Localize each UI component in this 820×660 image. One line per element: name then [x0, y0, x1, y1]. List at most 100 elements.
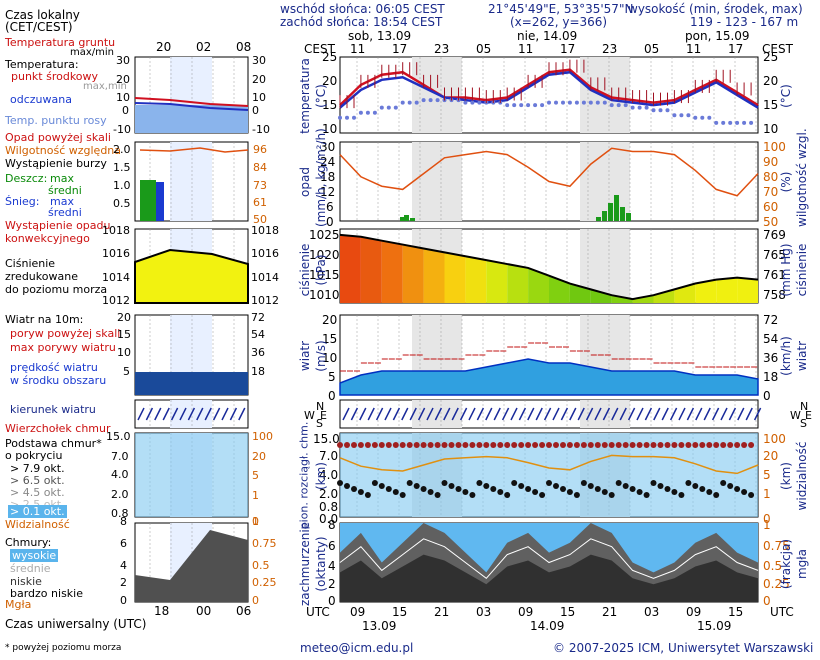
left-temp-mid	[134, 97, 249, 107]
dewpoint-point	[658, 108, 663, 113]
dewpoint-point	[345, 115, 349, 120]
main-hour-top: 11	[350, 42, 366, 56]
legend-temp-mid: punkt środkowy	[11, 70, 99, 83]
lt-cl-r5: 0	[252, 594, 259, 607]
cloud-base-point	[713, 492, 720, 498]
main-day-top-2: nie, 14.09	[517, 29, 578, 43]
lt-temp-2: 20	[116, 73, 130, 86]
cloud-top-point	[657, 442, 664, 448]
wind-arrow	[485, 407, 493, 421]
main-hour-top: 17	[728, 42, 744, 56]
legend-okt65: > 6.5 okt.	[10, 474, 65, 487]
wind-arrow	[753, 407, 762, 421]
cloud-base-point	[692, 483, 699, 489]
left-local-hour-3: 08	[236, 40, 252, 54]
lt-vis-3: 5	[252, 469, 259, 482]
wind-arrow	[342, 407, 350, 421]
main-hour-bottom: 09	[518, 605, 534, 619]
cloud-base-point	[601, 489, 608, 495]
pressure-area	[716, 277, 738, 303]
precip-bar	[596, 217, 601, 221]
wind-arrow	[459, 407, 468, 421]
precip-bar	[608, 203, 613, 221]
lt-hum-1: 96	[253, 143, 267, 156]
lt-cl-r2: 0.75	[252, 537, 277, 550]
pressure-area	[653, 289, 675, 303]
mt-cl-2: 6	[328, 539, 336, 553]
dewpoint-point	[616, 103, 621, 108]
wind-arrow	[627, 407, 636, 421]
cloud-base-point	[622, 483, 629, 489]
dewpoint-point	[540, 103, 545, 108]
cloud-base-point	[699, 486, 706, 492]
cloud-top-point	[720, 442, 727, 448]
cloud-top-point	[734, 442, 741, 448]
wind-arrow	[468, 407, 476, 421]
pressure-area	[528, 267, 549, 303]
cloud-top-point	[706, 442, 713, 448]
legend-pressure2: zredukowane	[5, 270, 78, 283]
mt-wind-r2: 54	[763, 332, 779, 346]
lt-temp-3: 10	[116, 91, 130, 104]
legend-soil-temp: Temperatura gruntu	[5, 36, 116, 49]
wind-arrow	[170, 407, 179, 421]
cloud-base-point	[727, 483, 734, 489]
dewpoint-point	[749, 120, 754, 125]
dewpoint-point	[567, 100, 572, 105]
cloud-base-point	[629, 486, 636, 492]
dewpoint-point	[512, 103, 517, 108]
left-rain-bar	[140, 180, 156, 221]
mt-pres-1: 1025	[309, 228, 340, 242]
wind-arrow	[720, 407, 728, 421]
cloud-base-point	[580, 480, 587, 486]
pressure-area	[507, 264, 529, 303]
legend-wind-dir: kierunek wiatru	[10, 403, 96, 416]
dewpoint-point	[338, 115, 342, 120]
cloud-top-point	[629, 442, 636, 448]
footer-copyright: © 2007-2025 ICM, Uniwersytet Warszawski	[553, 641, 814, 655]
humidity-line	[339, 147, 759, 197]
cloud-top-point	[344, 442, 350, 448]
lt-vis-4: 1	[252, 489, 259, 502]
wind-arrow	[619, 407, 627, 421]
dewpoint-point	[721, 120, 726, 125]
grid-text: (x=262, y=366)	[510, 15, 608, 29]
cloud-base-point	[448, 483, 455, 489]
lt-cl-4: 2	[120, 576, 127, 589]
cloud-base-point	[504, 492, 511, 498]
precip-bar	[620, 207, 625, 221]
main-hour-top: 17	[392, 42, 408, 56]
footer-email[interactable]: meteo@icm.edu.pl	[300, 641, 414, 655]
wind-arrow	[434, 407, 443, 421]
legend-rain-avg: średni	[48, 184, 82, 197]
wind-arrow	[162, 407, 170, 421]
dewpoint-point	[533, 103, 538, 108]
mt-wind-r4: 18	[763, 370, 779, 384]
lt-pres-1: 1018	[102, 224, 130, 237]
lt-cl-r3: 0.5	[252, 559, 270, 572]
lt-wind-r4: 18	[251, 365, 265, 378]
mt-prec-4: 12	[320, 185, 336, 199]
cloud-top-point	[490, 442, 497, 448]
wind-arrow	[711, 407, 720, 421]
cloud-top-point	[385, 442, 392, 448]
pressure-area	[402, 244, 424, 303]
cloud-base-point	[490, 486, 497, 492]
cloud-top-point	[678, 442, 685, 448]
cloud-base-point	[657, 483, 664, 489]
dewpoint-point	[526, 103, 531, 108]
mt-prec-6: 0	[326, 215, 334, 229]
wind-arrow	[137, 407, 145, 421]
dewpoint-point	[595, 100, 600, 105]
wind-arrow	[187, 407, 196, 421]
visibility-line	[339, 454, 759, 475]
dewpoint-point	[686, 113, 691, 118]
legend-conv2: konwekcyjnego	[5, 232, 90, 245]
left-utc-hour-3: 06	[236, 604, 252, 618]
cloud-base-point	[518, 483, 525, 489]
lt-wind-4: 5	[123, 365, 130, 378]
pressure-area	[381, 240, 403, 303]
cloud-top-point	[357, 442, 364, 448]
precip-bar	[404, 215, 409, 221]
main-hour-bottom: 09	[686, 605, 702, 619]
